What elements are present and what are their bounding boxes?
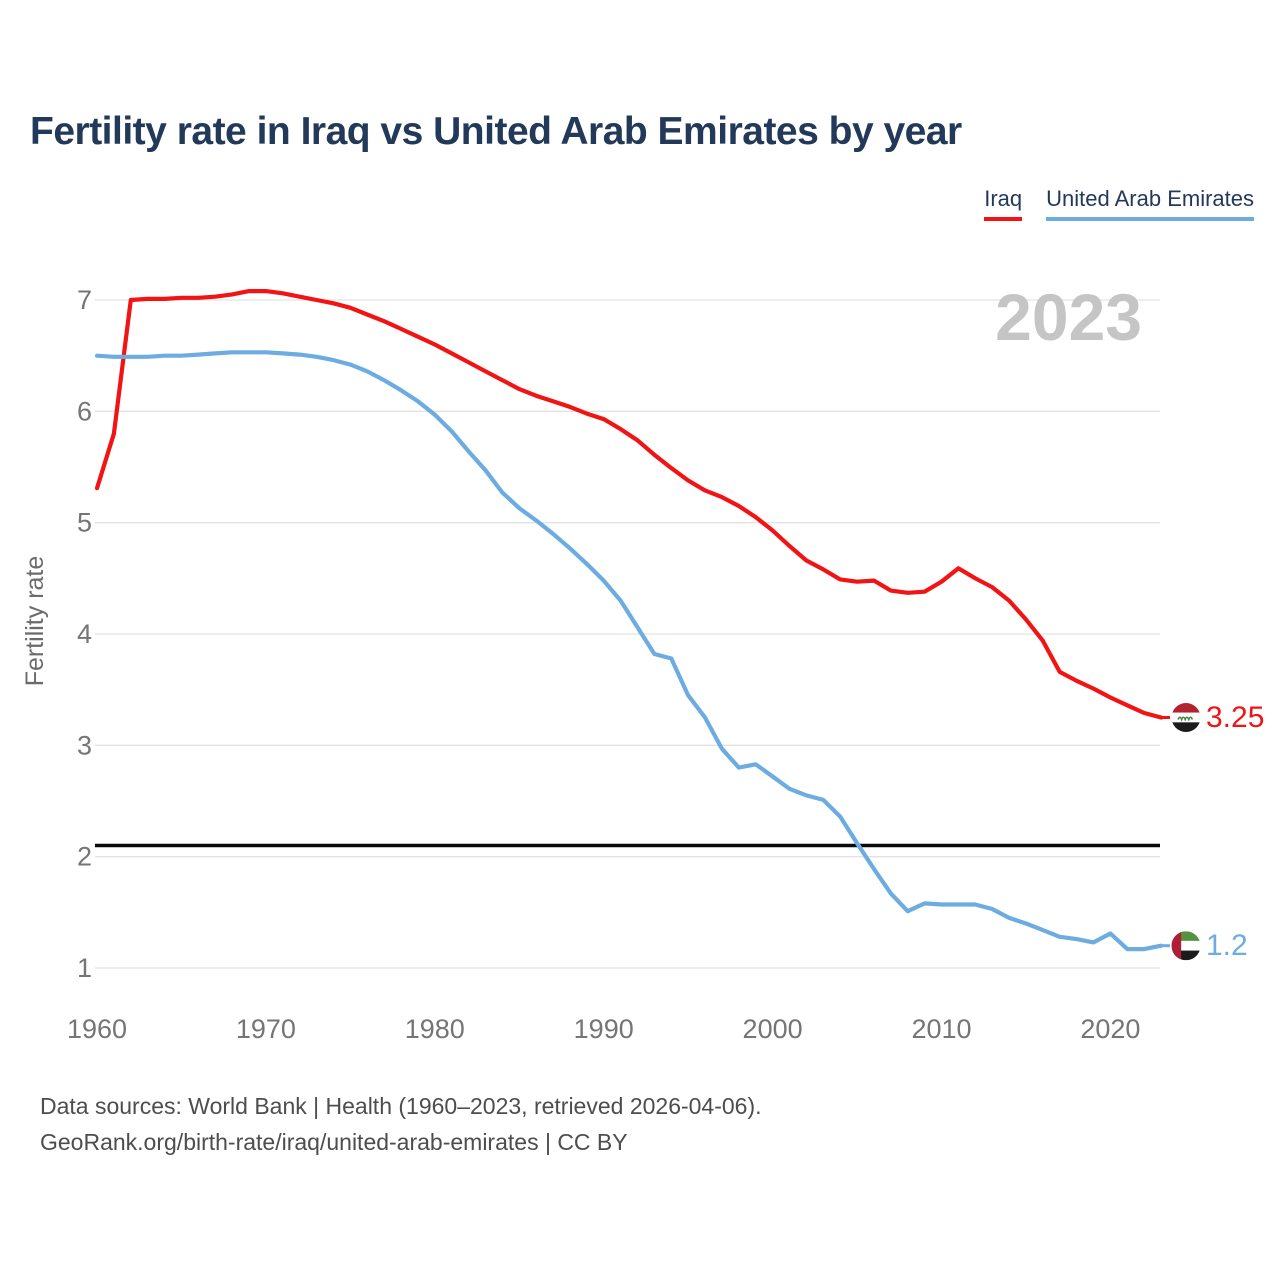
united-arab-emirates-flag-icon (1171, 931, 1201, 961)
y-tick-label-5: 5 (77, 508, 92, 538)
page-title: Fertility rate in Iraq vs United Arab Em… (30, 110, 962, 153)
attribution-line: GeoRank.org/birth-rate/iraq/united-arab-… (40, 1129, 628, 1155)
x-tick-label-2000: 2000 (743, 1014, 803, 1044)
iraq-flag-icon (1171, 703, 1201, 733)
y-tick-label-4: 4 (77, 619, 92, 649)
data-source-note: Data sources: World Bank | Health (1960–… (40, 1088, 762, 1160)
y-tick-label-7: 7 (77, 285, 92, 315)
x-tick-label-1970: 1970 (236, 1014, 296, 1044)
iraq-line (94, 289, 1164, 720)
iraq-end-value: 3.25 (1206, 701, 1264, 734)
united-arab-emirates-line (94, 350, 1164, 952)
x-tick-label-1960: 1960 (67, 1014, 127, 1044)
united-arab-emirates-end-value: 1.2 (1206, 929, 1248, 962)
x-tick-label-2010: 2010 (911, 1014, 971, 1044)
x-tick-label-1980: 1980 (405, 1014, 465, 1044)
x-tick-label-1990: 1990 (574, 1014, 634, 1044)
y-tick-label-1: 1 (77, 953, 92, 983)
legend-item-iraq[interactable]: Iraq (984, 186, 1023, 221)
legend-item-united-arab-emirates[interactable]: United Arab Emirates (1046, 186, 1254, 221)
legend: Iraq United Arab Emirates (984, 186, 1254, 221)
y-axis-title: Fertility rate (21, 556, 49, 687)
source-line: Data sources: World Bank | Health (1960–… (40, 1093, 762, 1119)
x-tick-label-2020: 2020 (1080, 1014, 1140, 1044)
y-tick-label-3: 3 (77, 730, 92, 760)
y-tick-label-2: 2 (77, 842, 92, 872)
y-tick-label-6: 6 (77, 396, 92, 426)
watermark-year: 2023 (995, 280, 1142, 354)
